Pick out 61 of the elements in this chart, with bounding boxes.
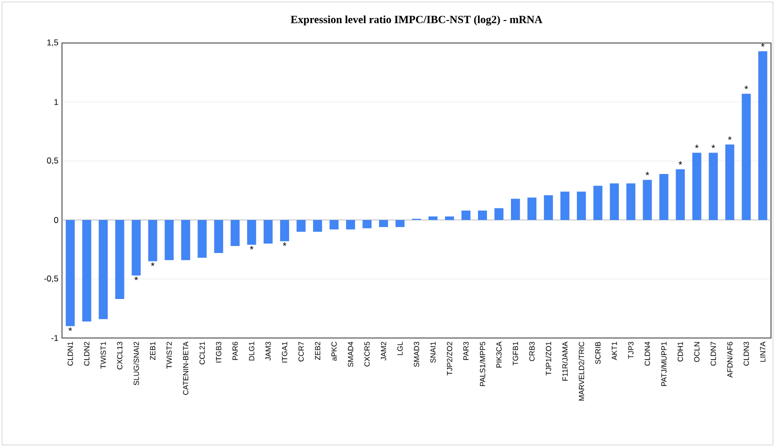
- bar: [181, 220, 190, 260]
- bar: [115, 220, 124, 300]
- bar: [132, 220, 141, 276]
- y-tick-label: -1: [51, 335, 58, 341]
- chart-title: Expression level ratio IMPC/IBC-NST (log2) - mRNA: [290, 15, 542, 26]
- annotation: *: [250, 246, 254, 250]
- annotation: *: [646, 172, 650, 176]
- y-tick-label: 1: [54, 99, 58, 105]
- annotation: *: [678, 161, 682, 165]
- bar: [510, 198, 520, 220]
- bar: [758, 51, 768, 220]
- bar: [659, 174, 668, 220]
- y-tick-label: -0,5: [44, 275, 58, 282]
- y-tick-label: 1,5: [47, 40, 58, 46]
- bar: [230, 220, 240, 246]
- bar: [66, 220, 75, 326]
- bar: [478, 210, 487, 220]
- bar: [264, 220, 273, 244]
- bar: [708, 152, 718, 220]
- bar: [428, 216, 438, 220]
- bar: [148, 220, 158, 262]
- bar: [330, 220, 339, 230]
- annotation: *: [744, 86, 748, 90]
- annotation: *: [282, 242, 286, 246]
- bar: [164, 220, 174, 260]
- bar: [379, 220, 388, 228]
- bar: [98, 220, 108, 320]
- bar: [676, 169, 685, 220]
- bar: [82, 220, 92, 322]
- annotation: *: [150, 262, 154, 266]
- bar: [626, 183, 636, 220]
- bar: [494, 208, 504, 220]
- bar: [544, 195, 553, 220]
- bar: [362, 220, 372, 228]
- bar: [346, 220, 356, 230]
- annotation: *: [760, 43, 765, 47]
- annotation: *: [695, 144, 699, 148]
- bar: [313, 220, 322, 232]
- bar: [742, 94, 751, 220]
- bar: [280, 220, 290, 242]
- bar: [396, 220, 405, 228]
- y-tick-label: 0: [54, 216, 58, 223]
- bar: [247, 220, 256, 245]
- annotation: *: [728, 136, 732, 140]
- annotation: *: [134, 276, 138, 280]
- bar: [642, 180, 652, 220]
- bar: [576, 192, 586, 220]
- bar: [444, 216, 454, 220]
- annotation: *: [68, 327, 72, 331]
- bar: [214, 220, 224, 254]
- bar: [296, 220, 306, 232]
- bar: [527, 198, 536, 220]
- bar: [593, 186, 602, 220]
- y-tick-label: 0,5: [47, 157, 58, 164]
- annotation: *: [712, 144, 716, 148]
- bar: [461, 210, 470, 220]
- bar: [198, 220, 207, 258]
- bar: [692, 152, 702, 220]
- bar: [560, 192, 570, 220]
- bar: [610, 183, 619, 220]
- bar: [725, 144, 734, 220]
